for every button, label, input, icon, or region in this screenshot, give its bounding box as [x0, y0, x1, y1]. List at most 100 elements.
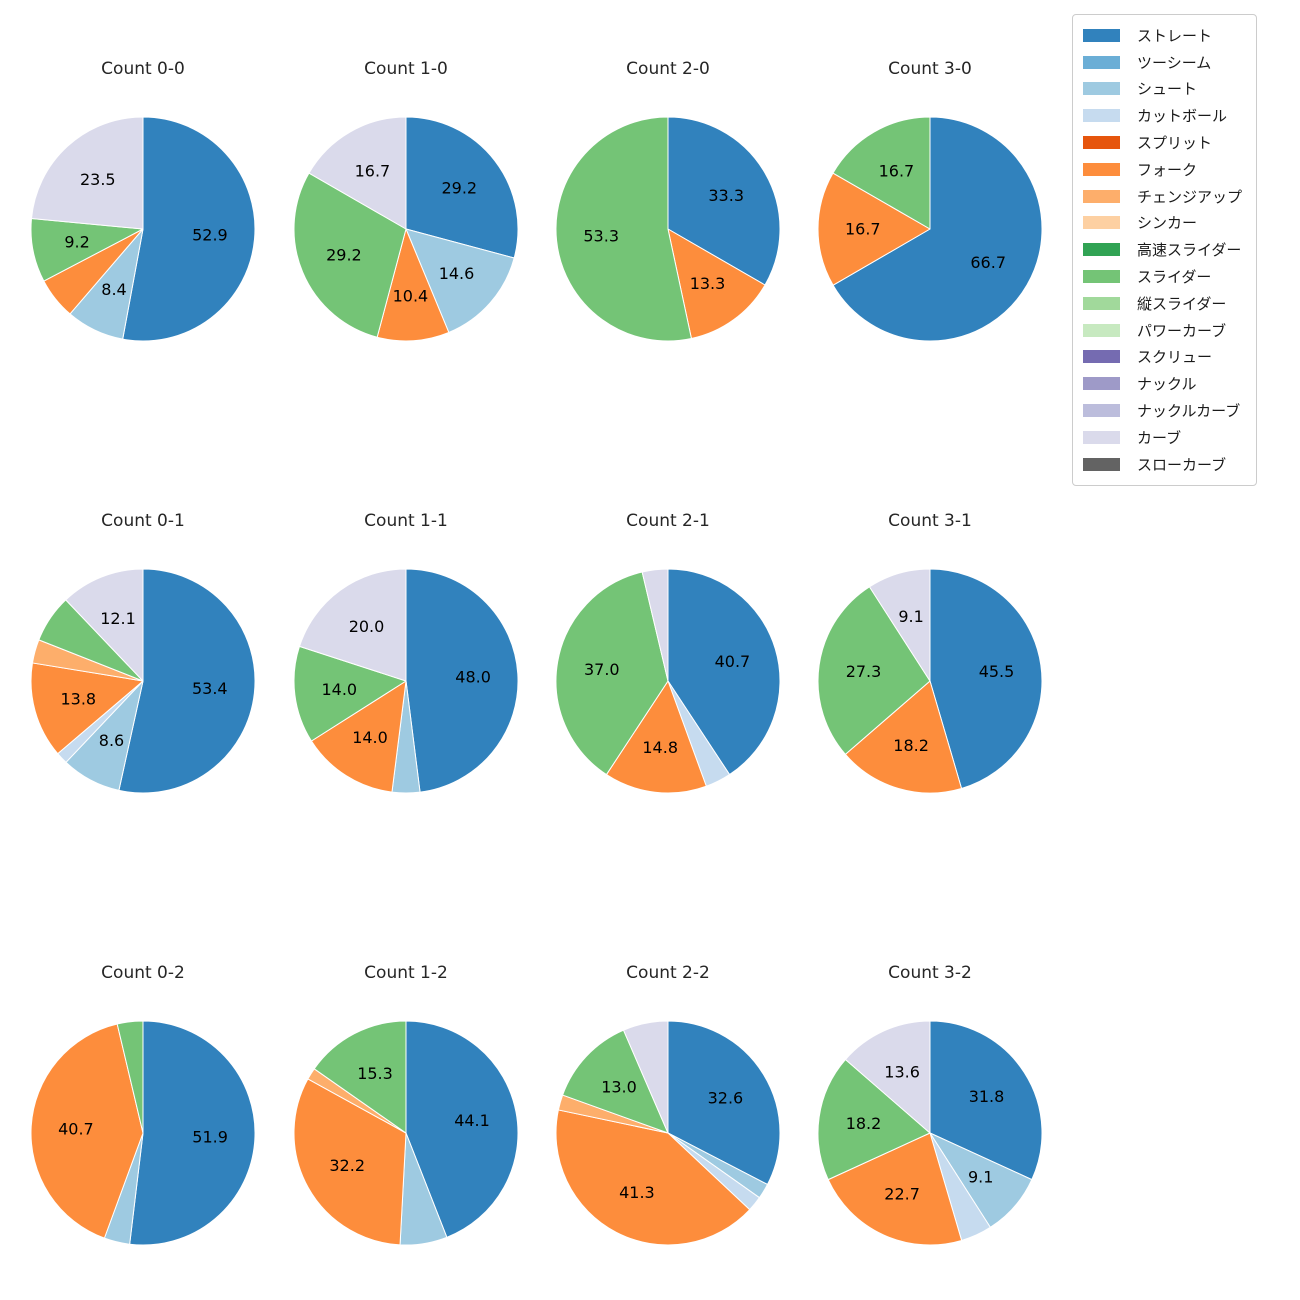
- legend-swatch-icon: [1083, 243, 1120, 257]
- pie-slice-フォーク: [844, 680, 963, 794]
- pie-slice-ストレート: [405, 1020, 519, 1238]
- pie-slice-percentage-label: 40.7: [58, 1120, 94, 1139]
- pie-slice-percentage-label: 14.0: [352, 728, 388, 747]
- pie-chart-count-0-1: 53.4 8.6 13.8 12.1: [30, 568, 256, 794]
- pie-slice-percentage-label: 13.0: [601, 1078, 637, 1097]
- pie-slice-percentage-label: 52.9: [192, 226, 228, 245]
- legend-swatch-icon: [1083, 82, 1120, 96]
- legend-swatch-icon: [1083, 404, 1120, 418]
- legend-swatch-icon: [1083, 430, 1120, 444]
- pie-slice-percentage-label: 18.2: [846, 1114, 882, 1133]
- pie-slice-percentage-label: 15.3: [357, 1064, 393, 1083]
- legend-item: スクリュー: [1083, 344, 1242, 371]
- pie-chart-count-3-0: 66.7 16.7 16.7: [817, 116, 1043, 342]
- legend-item: シンカー: [1083, 210, 1242, 237]
- legend-item: シュート: [1083, 76, 1242, 103]
- pie-slice-percentage-label: 44.1: [454, 1111, 490, 1130]
- legend-swatch-icon: [1083, 457, 1120, 471]
- pie-slice-ストレート: [832, 116, 1043, 342]
- pie-slice-percentage-label: 29.2: [441, 179, 477, 198]
- pie-slice-percentage-label: 16.7: [845, 220, 881, 239]
- pie-slice-percentage-label: 20.0: [349, 617, 385, 636]
- pie-slice-percentage-label: 12.1: [100, 609, 136, 628]
- pie-slice-percentage-label: 8.6: [99, 731, 124, 750]
- pie-slice-ストレート: [667, 1020, 781, 1185]
- legend-swatch-icon: [1083, 162, 1120, 176]
- legend-item-label: ナックル: [1137, 375, 1197, 394]
- pie-slice-フォーク: [30, 1023, 144, 1239]
- pie-slice-ストレート: [122, 116, 256, 342]
- pie-slice-ストレート: [929, 1020, 1043, 1181]
- pie-slice-フォーク: [30, 662, 144, 755]
- pie-slice-フォーク: [817, 172, 931, 286]
- legend-swatch-icon: [1083, 189, 1120, 203]
- pie-slice-percentage-label: 53.3: [583, 227, 619, 246]
- pie-chart-count-0-0: 52.9 8.4 9.2 23.5: [30, 116, 256, 342]
- pie-slice-percentage-label: 37.0: [584, 660, 620, 679]
- legend-swatch-icon: [1083, 350, 1120, 364]
- legend-swatch-icon: [1083, 55, 1120, 69]
- legend-item-label: スローカーブ: [1137, 455, 1227, 474]
- pie-slice-フォーク: [667, 228, 766, 340]
- legend-item-label: スプリット: [1137, 134, 1213, 153]
- pie-title-count-1-2: Count 1-2: [364, 963, 448, 983]
- pie-slice-percentage-label: 29.2: [326, 245, 362, 264]
- pie-slice-フォーク: [555, 1109, 751, 1246]
- pie-slice-percentage-label: 51.9: [192, 1128, 228, 1147]
- pie-slice-スライダー: [817, 586, 931, 755]
- pie-slice-percentage-label: 53.4: [192, 679, 228, 698]
- legend-item: パワーカーブ: [1083, 317, 1242, 344]
- pie-slice-スライダー: [832, 116, 931, 230]
- pie-slice-percentage-label: 13.8: [60, 690, 96, 709]
- legend-item-label: チェンジアップ: [1137, 187, 1243, 206]
- legend-item: カーブ: [1083, 424, 1242, 451]
- pie-slice-percentage-label: 8.4: [101, 280, 126, 299]
- pie-slice-ストレート: [667, 116, 781, 286]
- legend-item-label: カットボール: [1137, 107, 1228, 126]
- pie-slice-カーブ: [65, 568, 144, 682]
- pie-slice-percentage-label: 45.5: [979, 662, 1015, 681]
- legend-item-label: スライダー: [1137, 268, 1212, 287]
- pie-slice-ストレート: [929, 568, 1043, 789]
- pie-slice-percentage-label: 10.4: [393, 287, 429, 306]
- legend-swatch-icon: [1083, 377, 1120, 391]
- pie-slice-スライダー: [817, 1059, 931, 1181]
- pie-slice-percentage-label: 66.7: [970, 253, 1006, 272]
- legend-swatch-icon: [1083, 136, 1120, 150]
- pie-title-count-2-1: Count 2-1: [626, 511, 710, 531]
- legend-swatch-icon: [1083, 270, 1120, 284]
- legend-item: ナックル: [1083, 370, 1242, 397]
- pie-slice-percentage-label: 32.6: [708, 1089, 744, 1108]
- legend-item-label: ストレート: [1137, 26, 1213, 45]
- pie-slice-percentage-label: 40.7: [715, 652, 751, 671]
- legend-swatch-icon: [1083, 28, 1120, 42]
- pie-title-count-3-2: Count 3-2: [888, 963, 972, 983]
- pie-slice-ストレート: [405, 116, 519, 259]
- pie-slice-percentage-label: 27.3: [846, 662, 882, 681]
- pie-slice-percentage-label: 16.7: [355, 161, 391, 180]
- legend-item-label: 高速スライダー: [1137, 241, 1242, 260]
- pie-slice-percentage-label: 23.5: [80, 170, 116, 189]
- pie-slice-percentage-label: 13.3: [690, 274, 726, 293]
- pie-chart-count-2-2: 32.6 41.3 13.0: [555, 1020, 781, 1246]
- pie-slice-percentage-label: 14.6: [439, 264, 475, 283]
- legend-item: ツーシーム: [1083, 49, 1242, 76]
- legend-item-label: スクリュー: [1137, 348, 1213, 367]
- pie-slice-フォーク: [376, 228, 450, 342]
- pie-slice-percentage-label: 14.8: [642, 738, 678, 757]
- pie-slice-percentage-label: 9.1: [898, 607, 923, 626]
- pie-slice-カーブ: [31, 116, 144, 230]
- pie-slice-スライダー: [555, 116, 692, 342]
- pie-title-count-0-1: Count 0-1: [101, 511, 185, 531]
- legend-item-label: シュート: [1137, 80, 1198, 99]
- pie-slice-percentage-label: 32.2: [329, 1156, 365, 1175]
- legend-item: スローカーブ: [1083, 451, 1242, 478]
- pie-chart-count-1-0: 29.2 14.6 10.4 29.2 16.7: [293, 116, 519, 342]
- pie-slice-percentage-label: 9.2: [64, 233, 89, 252]
- pie-title-count-2-2: Count 2-2: [626, 963, 710, 983]
- pie-slice-percentage-label: 41.3: [619, 1183, 655, 1202]
- legend-item-label: ツーシーム: [1137, 53, 1212, 72]
- pie-slice-percentage-label: 13.6: [884, 1062, 920, 1081]
- pie-slice-フォーク: [605, 680, 707, 794]
